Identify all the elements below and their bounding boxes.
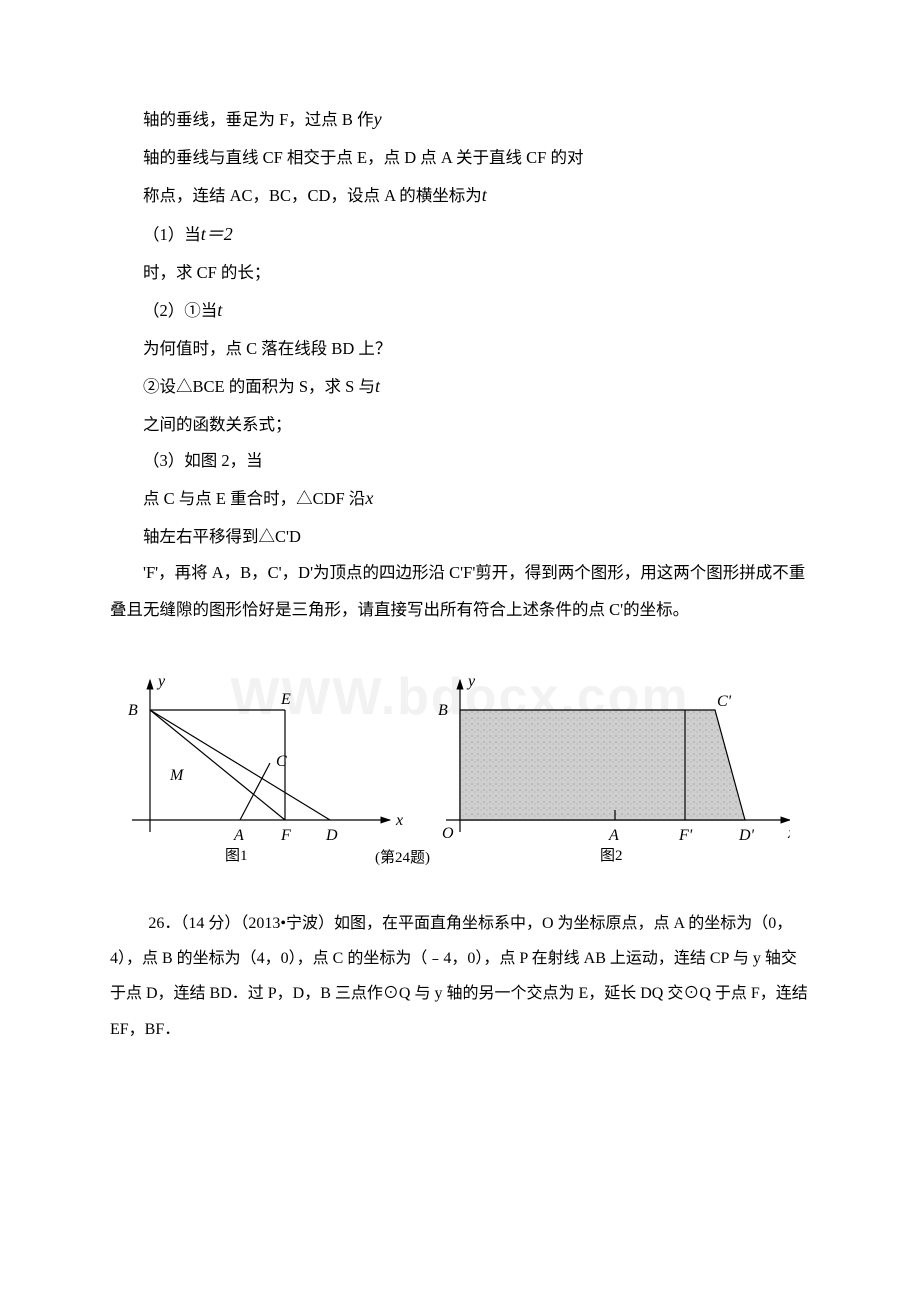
problem25-line: （1）当t＝2 xyxy=(110,215,810,255)
text-span: （2）①当 xyxy=(143,301,217,320)
variable: x xyxy=(365,488,373,508)
svg-text:y: y xyxy=(156,673,166,690)
text-span: 点 C 与点 E 重合时，△CDF 沿 xyxy=(143,489,365,508)
variable: t＝2 xyxy=(201,224,233,244)
svg-text:F': F' xyxy=(678,827,693,844)
svg-text:B: B xyxy=(438,702,448,719)
svg-text:C: C xyxy=(276,753,287,770)
svg-text:图2: 图2 xyxy=(600,847,623,864)
problem25-line: （3）如图 2，当 xyxy=(110,443,810,479)
svg-text:图1: 图1 xyxy=(225,847,248,864)
problem25-line: 轴的垂线，垂足为 F，过点 B 作y xyxy=(110,100,810,140)
svg-text:C': C' xyxy=(717,693,732,710)
problem25-line: （2）①当t xyxy=(110,291,810,331)
svg-text:(第24题): (第24题) xyxy=(375,848,430,866)
problem25-line: 之间的函数关系式； xyxy=(110,407,810,443)
svg-text:D: D xyxy=(325,827,338,844)
text-span: 之间的函数关系式； xyxy=(143,415,292,434)
text-span: 为何值时，点 C 落在线段 BD 上？ xyxy=(143,339,391,358)
problem25-line: 轴左右平移得到△C'D xyxy=(110,519,810,555)
problem25-line: 轴的垂线与直线 CF 相交于点 E，点 D 点 A 关于直线 CF 的对 xyxy=(110,140,810,176)
problem25-line: 点 C 与点 E 重合时，△CDF 沿x xyxy=(110,479,810,519)
variable: t xyxy=(375,376,380,396)
svg-text:F: F xyxy=(280,827,291,844)
svg-text:y: y xyxy=(466,673,476,690)
problem25-line: 时，求 CF 的长； xyxy=(110,255,810,291)
text-span: （3）如图 2，当 xyxy=(143,451,263,470)
variable: t xyxy=(217,300,222,320)
problem25-line: ②设△BCE 的面积为 S，求 S 与t xyxy=(110,367,810,407)
svg-text:A: A xyxy=(233,827,244,844)
svg-text:x: x xyxy=(787,825,790,842)
text-span: 时，求 CF 的长； xyxy=(143,263,270,282)
svg-text:E: E xyxy=(280,691,291,708)
svg-text:x: x xyxy=(395,812,403,829)
svg-text:B: B xyxy=(128,702,138,719)
text-span: 轴的垂线，垂足为 F，过点 B 作 xyxy=(143,110,374,129)
svg-text:D': D' xyxy=(738,827,755,844)
svg-text:A: A xyxy=(608,827,619,844)
svg-text:O: O xyxy=(442,825,454,842)
problem25-line: 称点，连结 AC，BC，CD，设点 A 的横坐标为t xyxy=(110,176,810,216)
text-span: 称点，连结 AC，BC，CD，设点 A 的横坐标为 xyxy=(143,186,482,205)
problem26-text: 26．（14 分）（2013•宁波）如图，在平面直角坐标系中，O 为坐标原点，点… xyxy=(110,906,810,1047)
problem25-tail: 'F'，再将 A，B，C'，D'为顶点的四边形沿 C'F'剪开，得到两个图形，用… xyxy=(110,555,810,628)
page-content: 轴的垂线，垂足为 F，过点 B 作y轴的垂线与直线 CF 相交于点 E，点 D … xyxy=(110,100,810,1047)
problem25-line: 为何值时，点 C 落在线段 BD 上？ xyxy=(110,331,810,367)
text-span: 轴的垂线与直线 CF 相交于点 E，点 D 点 A 关于直线 CF 的对 xyxy=(143,148,584,167)
text-span: （1）当 xyxy=(143,225,201,244)
text-span: 轴左右平移得到△C'D xyxy=(143,527,301,546)
figure-24: y x B E M C A F D 图1 (第24题) y x O B A C' F' D' 图2 xyxy=(110,650,810,880)
svg-text:M: M xyxy=(169,767,185,784)
variable: t xyxy=(482,185,487,205)
text-span: ②设△BCE 的面积为 S，求 S 与 xyxy=(143,377,375,396)
variable: y xyxy=(374,109,382,129)
